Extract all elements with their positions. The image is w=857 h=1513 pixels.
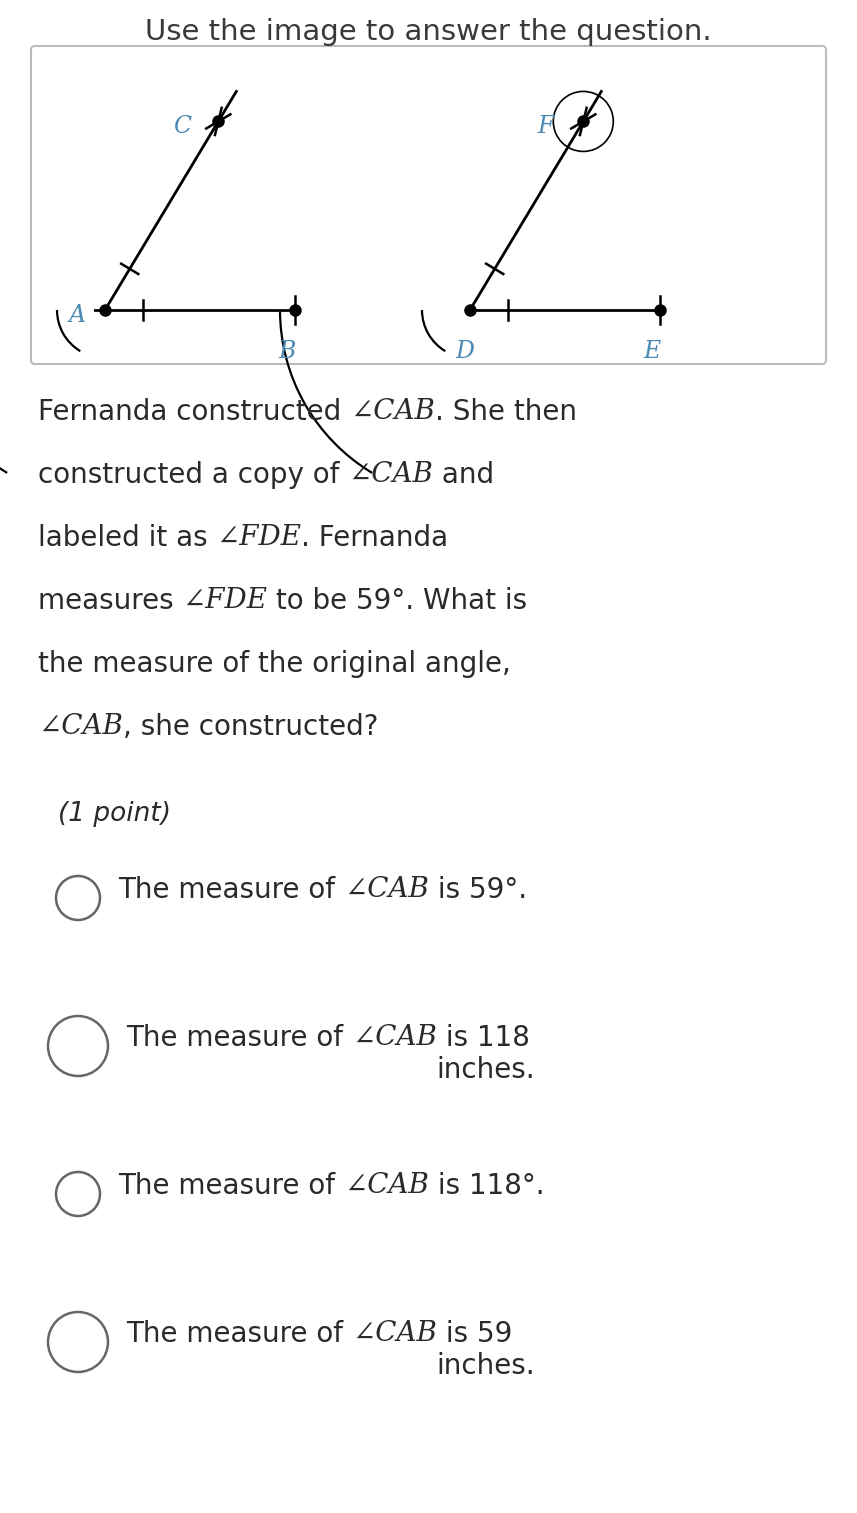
Text: ∠FDE: ∠FDE [217, 523, 302, 551]
Text: . She then: . She then [435, 398, 577, 427]
Text: B: B [279, 340, 296, 363]
Text: the measure of the original angle,: the measure of the original angle, [38, 651, 511, 678]
Text: ∠CAB: ∠CAB [352, 1024, 437, 1052]
FancyBboxPatch shape [31, 45, 826, 365]
Text: , she constructed?: , she constructed? [123, 713, 379, 741]
Text: ∠FDE: ∠FDE [183, 587, 267, 614]
Text: E: E [644, 340, 661, 363]
Text: is 118
inches.: is 118 inches. [437, 1024, 536, 1085]
Text: C: C [173, 115, 191, 138]
Text: ∠CAB: ∠CAB [344, 876, 428, 903]
Text: is 118°.: is 118°. [428, 1173, 544, 1200]
Text: measures: measures [38, 587, 183, 614]
Text: The measure of: The measure of [126, 1319, 352, 1348]
Text: (1 point): (1 point) [58, 800, 171, 828]
Text: is 59
inches.: is 59 inches. [437, 1319, 536, 1380]
Text: . Fernanda: . Fernanda [302, 523, 448, 552]
Text: ∠CAB: ∠CAB [38, 713, 123, 740]
Text: Fernanda constructed: Fernanda constructed [38, 398, 351, 427]
Text: constructed a copy of: constructed a copy of [38, 461, 348, 489]
Text: The measure of: The measure of [118, 1173, 344, 1200]
Text: A: A [69, 304, 86, 327]
Text: The measure of: The measure of [126, 1024, 352, 1052]
Text: ∠CAB: ∠CAB [348, 461, 433, 489]
Text: Use the image to answer the question.: Use the image to answer the question. [145, 18, 712, 45]
Text: F: F [537, 115, 554, 138]
Text: labeled it as: labeled it as [38, 523, 217, 552]
Text: D: D [456, 340, 475, 363]
Text: ∠CAB: ∠CAB [352, 1319, 437, 1347]
Text: and: and [433, 461, 494, 489]
Text: The measure of: The measure of [118, 876, 344, 903]
Text: is 59°.: is 59°. [428, 876, 527, 903]
Text: ∠CAB: ∠CAB [344, 1173, 428, 1198]
Text: ∠CAB: ∠CAB [351, 398, 435, 425]
Text: to be 59°. What is: to be 59°. What is [267, 587, 528, 614]
